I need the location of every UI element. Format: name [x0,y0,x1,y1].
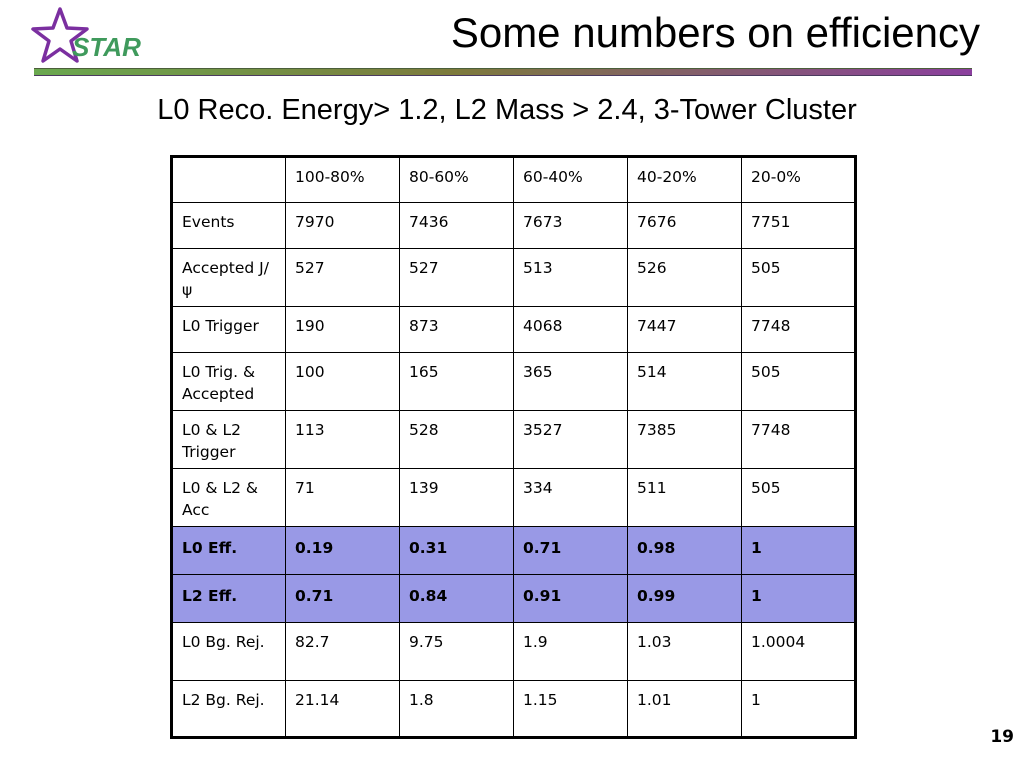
table-cell: 71 [285,467,400,527]
table-row-events: Events 7970 7436 7673 7676 7751 [171,202,856,249]
logo-text: STAR [72,32,141,62]
table-cell: 514 [627,352,742,411]
row-label: Accepted J/ψ [171,248,286,307]
header-cell: 100-80% [285,156,400,203]
table-row-l0-trigger: L0 Trigger 190 873 4068 7447 7748 [171,306,856,353]
table-cell: 1 [741,679,856,738]
table-cell: 190 [285,306,400,353]
table-cell: 7673 [513,202,628,249]
row-label: L0 Bg. Rej. [171,621,286,681]
table-row-l0-trig-accepted: L0 Trig. & Accepted 100 165 365 514 505 [171,352,856,411]
table-row-l0-eff: L0 Eff. 0.19 0.31 0.71 0.98 1 [171,525,856,575]
table-cell: 505 [741,248,856,307]
table-cell: 0.84 [399,573,514,623]
table-cell: 0.19 [285,525,400,575]
table-cell: 100 [285,352,400,411]
slide-title: Some numbers on efficiency [450,9,980,56]
table-row-l0-bg-rej: L0 Bg. Rej. 82.7 9.75 1.9 1.03 1.0004 [171,621,856,681]
star-logo: STAR [30,6,150,68]
table-cell: 3527 [513,409,628,469]
header-cell: 80-60% [399,156,514,203]
table-cell: 7436 [399,202,514,249]
page-number: 19 [990,727,1014,747]
row-label: L2 Eff. [171,573,286,623]
table-cell: 0.91 [513,573,628,623]
table-cell: 505 [741,352,856,411]
table-cell: 7751 [741,202,856,249]
table-cell: 7447 [627,306,742,353]
table-cell: 139 [399,467,514,527]
slide-subtitle: L0 Reco. Energy> 1.2, L2 Mass > 2.4, 3-T… [157,94,857,126]
table-cell: 82.7 [285,621,400,681]
table-cell: 165 [399,352,514,411]
table-cell: 7970 [285,202,400,249]
table-row-l0-l2-acc: L0 & L2 & Acc 71 139 334 511 505 [171,467,856,527]
table-cell: 528 [399,409,514,469]
table-cell: 334 [513,467,628,527]
table-cell: 1.0004 [741,621,856,681]
row-label: L0 Trig. & Accepted [171,352,286,411]
table-row-accepted-jpsi: Accepted J/ψ 527 527 513 526 505 [171,248,856,307]
table-cell: 7748 [741,409,856,469]
efficiency-table: 100-80% 80-60% 60-40% 40-20% 20-0% Event… [170,155,857,739]
table-cell: 0.31 [399,525,514,575]
table-cell: 527 [399,248,514,307]
table-cell: 873 [399,306,514,353]
table-cell: 4068 [513,306,628,353]
table-cell: 526 [627,248,742,307]
table-cell: 1.03 [627,621,742,681]
table-cell: 9.75 [399,621,514,681]
table-cell: 1.15 [513,679,628,738]
table-cell: 1.01 [627,679,742,738]
table-cell: 1 [741,525,856,575]
table-cell: 7676 [627,202,742,249]
table-cell: 513 [513,248,628,307]
table-cell: 0.71 [513,525,628,575]
logo-star-shape [31,7,89,63]
table-cell: 1 [741,573,856,623]
header-cell-empty [171,156,286,203]
table-row-l2-bg-rej: L2 Bg. Rej. 21.14 1.8 1.15 1.01 1 [171,679,856,738]
row-label: L0 & L2 Trigger [171,409,286,469]
table-row-l2-eff: L2 Eff. 0.71 0.84 0.91 0.99 1 [171,573,856,623]
row-label: L0 Trigger [171,306,286,353]
table-cell: 365 [513,352,628,411]
table-cell: 0.99 [627,573,742,623]
title-divider-bar [34,68,972,76]
table-cell: 0.71 [285,573,400,623]
header-cell: 40-20% [627,156,742,203]
table-cell: 21.14 [285,679,400,738]
table-cell: 1.8 [399,679,514,738]
table-cell: 7748 [741,306,856,353]
table-cell: 7385 [627,409,742,469]
row-label: L2 Bg. Rej. [171,679,286,738]
row-label: Events [171,202,286,249]
row-label: L0 & L2 & Acc [171,467,286,527]
table-cell: 527 [285,248,400,307]
table-row-l0-l2-trigger: L0 & L2 Trigger 113 528 3527 7385 7748 [171,409,856,469]
row-label: L0 Eff. [171,525,286,575]
table-cell: 113 [285,409,400,469]
star-logo-icon: STAR [31,7,141,63]
table-cell: 511 [627,467,742,527]
table-header-row: 100-80% 80-60% 60-40% 40-20% 20-0% [171,156,856,203]
header-cell: 20-0% [741,156,856,203]
table-cell: 0.98 [627,525,742,575]
table-cell: 1.9 [513,621,628,681]
header-cell: 60-40% [513,156,628,203]
table-cell: 505 [741,467,856,527]
